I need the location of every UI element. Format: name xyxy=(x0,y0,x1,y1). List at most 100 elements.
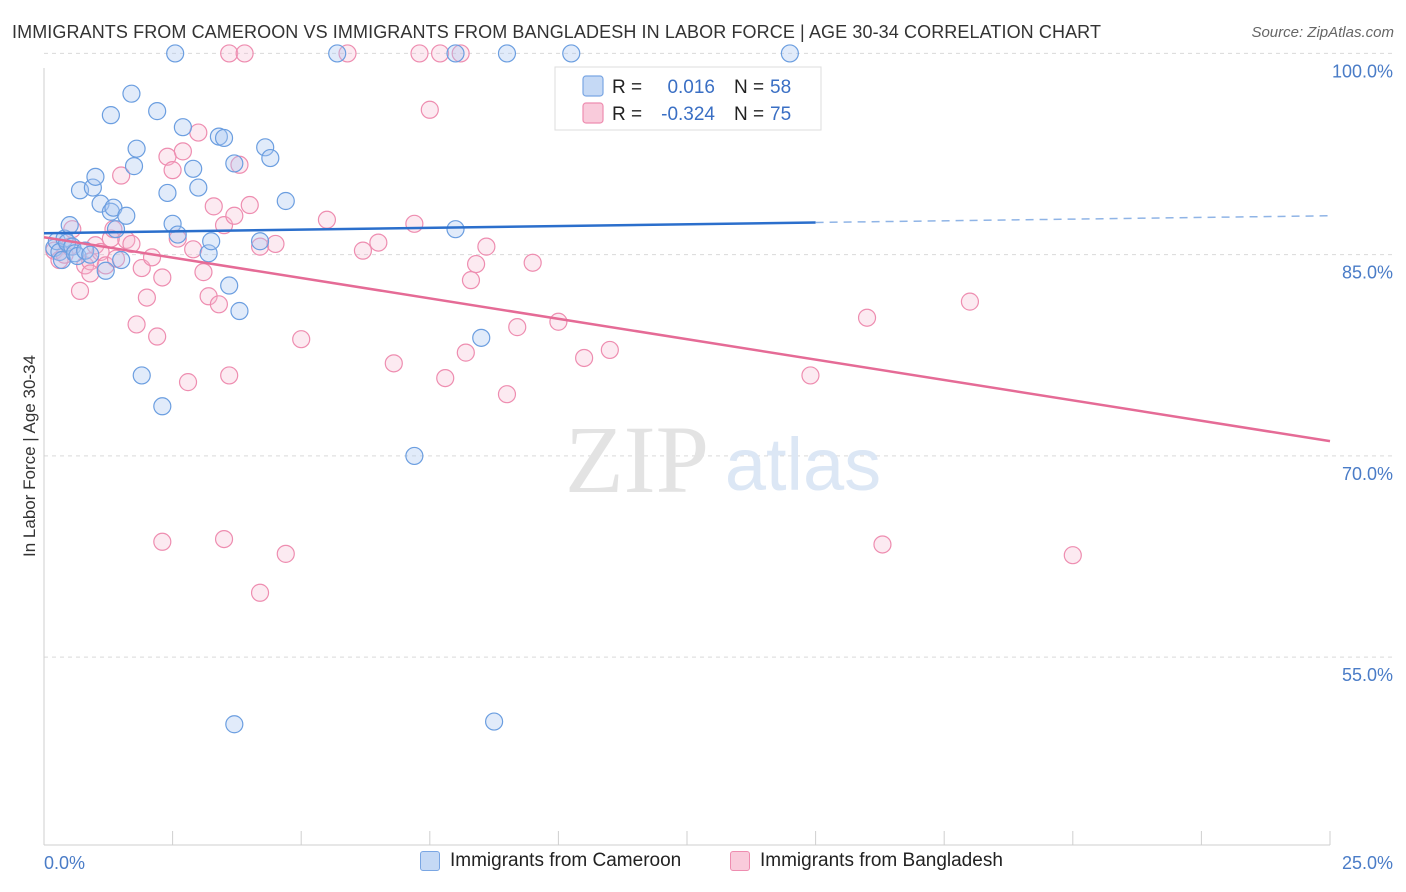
legend: Immigrants from Cameroon Immigrants from… xyxy=(0,850,1406,880)
bangladesh-point xyxy=(410,44,429,63)
bangladesh-point xyxy=(575,348,594,368)
x-tick-label-max: 25.0% xyxy=(1342,853,1393,873)
cameroon-point xyxy=(122,84,141,103)
cameroon-point xyxy=(189,178,208,197)
bangladesh-point xyxy=(214,529,234,549)
cameroon-point xyxy=(225,154,244,173)
watermark: ZIP atlas xyxy=(565,406,881,513)
bangladesh-point xyxy=(178,373,198,392)
bangladesh-point xyxy=(353,241,373,260)
cameroon-point xyxy=(168,225,187,244)
cameroon-point xyxy=(81,245,100,264)
y-tick-label: 70.0% xyxy=(1342,464,1393,484)
stats-n-value-bangladesh: 75 xyxy=(770,104,791,125)
bangladesh-point xyxy=(235,44,254,63)
cameroon-point xyxy=(250,232,270,251)
bangladesh-point xyxy=(436,369,455,388)
source-label: Source: ZipAtlas.com xyxy=(1251,24,1394,41)
cameroon-point xyxy=(104,198,123,217)
cameroon-point xyxy=(202,232,221,251)
bangladesh-point xyxy=(225,206,244,225)
bangladesh-point xyxy=(292,330,311,349)
bangladesh-point xyxy=(153,268,172,287)
cameroon-point xyxy=(96,261,115,280)
cameroon-point xyxy=(405,446,424,466)
bangladesh-point xyxy=(81,264,100,283)
bangladesh-point xyxy=(240,195,259,215)
cameroon-point xyxy=(220,276,239,295)
cameroon-point xyxy=(173,118,192,137)
bangladesh-point xyxy=(137,288,156,307)
bangladesh-point xyxy=(153,532,172,551)
bangladesh-point xyxy=(466,254,486,274)
bangladesh-point xyxy=(142,248,162,267)
cameroon-point xyxy=(86,167,105,186)
bangladesh-point xyxy=(204,197,223,216)
stats-n-label-cameroon: N = xyxy=(734,77,764,98)
cameroon-point xyxy=(148,102,167,121)
stats-r-label-bangladesh: R = xyxy=(612,104,642,125)
bangladesh-point xyxy=(184,240,203,259)
cameroon-point xyxy=(124,157,144,176)
bangladesh-point xyxy=(1063,546,1082,565)
stats-swatch-cameroon xyxy=(582,75,604,97)
bangladesh-point xyxy=(523,253,542,272)
legend-item-cameroon[interactable]: Immigrants from Cameroon xyxy=(420,850,681,872)
cameroon-point xyxy=(214,128,234,148)
stats-n-label-bangladesh: N = xyxy=(734,104,764,125)
bangladesh-point xyxy=(209,295,228,314)
bangladesh-point xyxy=(873,535,892,554)
cameroon-point xyxy=(127,139,146,158)
bangladesh-point xyxy=(456,343,475,362)
bangladesh-point xyxy=(173,142,192,161)
trend-lines xyxy=(43,215,1331,443)
cameroon-point xyxy=(230,301,249,321)
bangladesh-point xyxy=(461,271,481,290)
x-tick-labels: 0.0% 25.0% xyxy=(44,853,1393,873)
cameroon-point xyxy=(101,106,120,125)
bangladesh-point xyxy=(857,308,877,327)
bangladesh-point xyxy=(384,354,403,373)
bangladesh-point xyxy=(194,263,213,282)
bangladesh-point xyxy=(960,292,980,311)
bangladesh-point xyxy=(801,366,820,385)
cameroon-point xyxy=(65,244,84,263)
cameroon-point xyxy=(276,191,295,211)
bangladesh-point xyxy=(338,44,357,63)
cameroon-trend-line xyxy=(43,221,816,235)
bangladesh-point xyxy=(369,233,388,252)
bangladesh-point xyxy=(220,366,239,385)
bangladesh-point xyxy=(250,237,270,256)
chart-title: IMMIGRANTS FROM CAMEROON VS IMMIGRANTS F… xyxy=(12,22,1102,42)
cameroon-point xyxy=(328,44,347,63)
stats-r-value-bangladesh: -0.324 xyxy=(661,104,715,125)
cameroon-point xyxy=(261,148,280,168)
cameroon-trend-extension xyxy=(815,215,1331,224)
cameroon-point xyxy=(83,178,102,197)
bangladesh-point xyxy=(497,385,517,404)
legend-swatch-bangladesh xyxy=(730,851,750,871)
bangladesh-point xyxy=(163,161,182,180)
cameroon-point xyxy=(562,44,581,63)
bangladesh-point xyxy=(549,312,568,331)
cameroon-point xyxy=(60,216,79,235)
bangladesh-trend-line xyxy=(43,235,1331,443)
cameroon-point xyxy=(112,250,131,270)
bangladesh-point xyxy=(266,234,285,254)
watermark-zip: ZIP xyxy=(565,406,709,513)
bangladesh-point xyxy=(127,315,146,334)
bangladesh-point xyxy=(600,340,619,360)
y-tick-labels: 100.0% 85.0% 70.0% 55.0% xyxy=(1332,61,1393,685)
cameroon-point xyxy=(132,366,151,385)
legend-swatch-cameroon xyxy=(420,851,440,871)
watermark-atlas: atlas xyxy=(725,423,881,506)
cameroon-point xyxy=(153,397,172,416)
bangladesh-point xyxy=(477,237,496,256)
legend-item-bangladesh[interactable]: Immigrants from Bangladesh xyxy=(730,850,1003,872)
stats-swatch-bangladesh xyxy=(582,102,604,124)
cameroon-point xyxy=(184,159,203,178)
gridlines xyxy=(44,52,1395,658)
bangladesh-point xyxy=(122,234,141,254)
x-tick-label-min: 0.0% xyxy=(44,853,85,873)
